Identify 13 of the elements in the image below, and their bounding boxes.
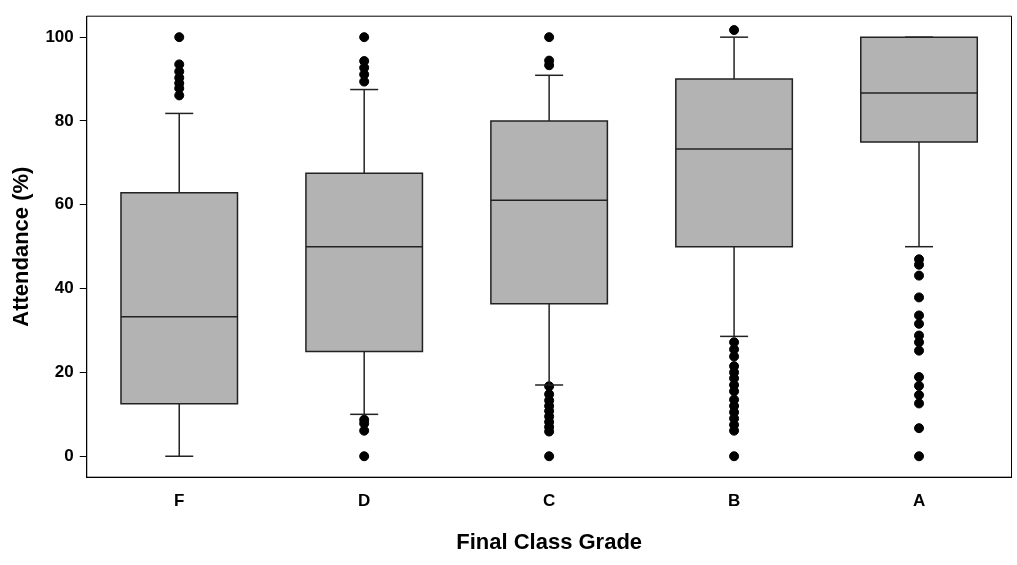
- x-axis-title: Final Class Grade: [456, 528, 643, 554]
- x-tick-label: B: [727, 491, 741, 511]
- y-tick-label: 20: [54, 362, 74, 382]
- x-tick-label: D: [358, 491, 371, 511]
- y-tick-label: 80: [54, 110, 74, 130]
- y-axis-title: Attendance (%): [8, 166, 34, 327]
- x-tick-label: C: [542, 491, 556, 511]
- x-tick-label: A: [912, 491, 926, 511]
- x-tick-label: F: [174, 491, 185, 511]
- y-tick-label: 100: [45, 26, 74, 46]
- y-tick-label: 0: [64, 445, 74, 465]
- y-tick-label: 40: [54, 278, 74, 298]
- y-tick-label: 60: [54, 194, 74, 214]
